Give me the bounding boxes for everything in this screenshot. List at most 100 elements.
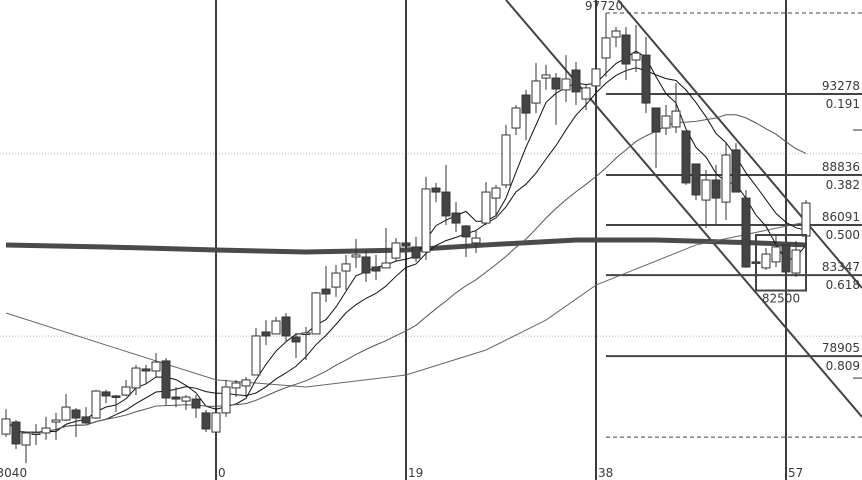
vertical-marker-label: 38 [598, 466, 613, 480]
candle-up [41, 427, 51, 434]
candle-down [201, 412, 211, 430]
fib-ratio-label: 0.382 [826, 178, 860, 192]
candle-up [271, 320, 281, 335]
candle-up [211, 412, 221, 433]
candle-up [701, 179, 711, 201]
candle-up [251, 335, 261, 376]
candle-down [641, 54, 651, 104]
candle-up [121, 386, 131, 396]
candle-down [281, 316, 291, 337]
long-moving-average-thick [5, 237, 807, 255]
candle-down [781, 244, 791, 273]
candle-down [551, 77, 561, 90]
channel-trendline [505, 0, 862, 418]
candle-up [391, 242, 401, 259]
candle-down [161, 360, 171, 399]
candle-up [511, 107, 521, 129]
vertical-marker-label: 57 [788, 466, 803, 480]
candle-up [481, 191, 491, 224]
candle-down [461, 225, 471, 238]
candle-up [611, 30, 621, 38]
candle-down [401, 242, 411, 247]
candle-down [361, 256, 371, 274]
candle-down [71, 409, 81, 419]
candle-down [101, 391, 111, 397]
candle-down [691, 163, 701, 196]
candle-up [631, 52, 641, 61]
candle-down [651, 107, 661, 133]
candle-up [801, 202, 811, 237]
candle-down [291, 336, 301, 343]
candle-down [571, 69, 581, 93]
fib-price-label: 93278 [822, 79, 860, 93]
candle-up [791, 249, 801, 274]
candle-up [581, 87, 591, 100]
box-low-label: 82500 [762, 292, 800, 306]
candle-up [91, 390, 101, 419]
candle-down [371, 266, 381, 272]
candle-down [411, 246, 421, 259]
candle-down [261, 331, 271, 337]
candle-up [501, 134, 511, 186]
candle-up [131, 367, 141, 389]
candle-up [531, 80, 541, 104]
fib-price-label: 83347 [822, 260, 860, 274]
candle-up [381, 262, 391, 269]
candle-down [11, 421, 21, 445]
candle-up [601, 37, 611, 59]
fib-ratio-label: 0.500 [826, 228, 860, 242]
candle-down [321, 288, 331, 295]
candle-up [491, 187, 501, 199]
range-box [755, 233, 807, 292]
candle-up [311, 292, 321, 335]
candle-down [431, 187, 441, 193]
candle-down [681, 130, 691, 184]
candle-up [421, 188, 431, 253]
low-price-label: 73040 [0, 466, 27, 480]
candle-up [591, 68, 601, 87]
fib-ratio-label: 0.618 [826, 278, 860, 292]
candle-up [561, 78, 571, 91]
vertical-marker-label: 19 [408, 466, 423, 480]
candle-down [731, 149, 741, 193]
candle-up [301, 332, 311, 336]
candle-up [231, 382, 241, 389]
candle-down [621, 34, 631, 65]
candle-down [711, 179, 721, 199]
fib-price-label: 86091 [822, 210, 860, 224]
moving-average-10 [5, 67, 807, 433]
candle-down [141, 368, 151, 372]
vertical-marker-label: 0 [218, 466, 226, 480]
long-moving-average-thin [5, 221, 807, 388]
fib-price-label: 88836 [822, 160, 860, 174]
candle-up [221, 386, 231, 414]
candle-down [521, 94, 531, 114]
candle-up [21, 432, 31, 446]
candle-up [761, 253, 771, 269]
candle-up [671, 110, 681, 128]
candle-up [541, 74, 551, 79]
candle-up [341, 263, 351, 272]
candle-up [151, 361, 161, 372]
candle-up [51, 419, 61, 423]
candle-up [351, 254, 361, 258]
high-price-label: 97720 [585, 0, 623, 13]
candle-up [31, 432, 41, 435]
candle-up [181, 396, 191, 402]
fib-ratio-label: 0.191 [826, 97, 860, 111]
candle-down [81, 416, 91, 424]
candle-up [661, 115, 671, 129]
candle-down [111, 395, 121, 398]
candle-down [741, 197, 751, 268]
candle-up [1, 418, 11, 435]
candle-up [61, 406, 71, 421]
candle-up [331, 272, 341, 288]
fib-price-label: 78905 [822, 341, 860, 355]
fib-ratio-label: 0.809 [826, 359, 860, 373]
candle-down [451, 212, 461, 224]
candle-up [771, 246, 781, 263]
candle-down [191, 398, 201, 409]
candle-up [471, 237, 481, 244]
